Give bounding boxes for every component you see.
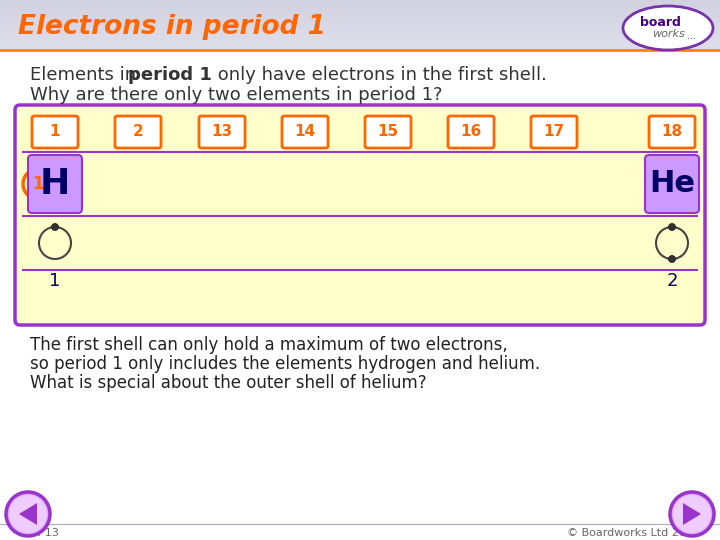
Polygon shape [19,503,37,525]
Bar [0,3,720,4]
Text: 2: 2 [666,272,678,290]
Text: He: He [649,170,695,199]
Text: 17: 17 [544,125,564,139]
FancyBboxPatch shape [645,155,699,213]
Bar [0,19,720,20]
FancyBboxPatch shape [199,116,245,148]
Bar [0,29,720,30]
Bar [0,44,720,45]
Circle shape [52,224,58,231]
Bar [0,36,720,37]
Circle shape [668,224,675,231]
Text: H: H [40,167,70,201]
Ellipse shape [623,6,713,50]
Bar [0,23,720,24]
Bar [0,27,720,28]
Text: 16: 16 [460,125,482,139]
Bar [0,38,720,39]
Bar [0,33,720,34]
FancyBboxPatch shape [15,105,705,325]
Bar [0,9,720,10]
Bar [0,4,720,5]
Bar [0,0,720,1]
Bar [0,30,720,31]
Text: 4 of 13: 4 of 13 [20,528,59,538]
Bar [0,8,720,9]
FancyBboxPatch shape [28,155,82,213]
Bar [0,15,720,16]
Bar [0,40,720,41]
Text: period 1: period 1 [128,66,212,84]
Bar [0,5,720,6]
FancyBboxPatch shape [115,116,161,148]
Text: so period 1 only includes the elements hydrogen and helium.: so period 1 only includes the elements h… [30,355,540,373]
Text: Electrons in period 1: Electrons in period 1 [18,14,326,40]
Circle shape [668,255,675,262]
Bar [0,14,720,15]
Circle shape [9,495,47,533]
Bar [0,43,720,44]
Text: The first shell can only hold a maximum of two electrons,: The first shell can only hold a maximum … [30,336,508,354]
Bar [0,25,720,26]
Text: 18: 18 [662,125,683,139]
Bar [0,10,720,11]
Text: 1: 1 [50,125,60,139]
FancyBboxPatch shape [448,116,494,148]
FancyBboxPatch shape [531,116,577,148]
Bar [0,42,720,43]
Bar [0,7,720,8]
Bar [0,48,720,49]
Bar [0,11,720,12]
FancyBboxPatch shape [32,116,78,148]
Bar [0,26,720,27]
FancyBboxPatch shape [365,116,411,148]
Text: 2: 2 [132,125,143,139]
Bar [0,1,720,2]
Bar [0,13,720,14]
Text: only have electrons in the first shell.: only have electrons in the first shell. [212,66,547,84]
Text: 1: 1 [32,175,44,193]
Bar [0,35,720,36]
Bar [0,6,720,7]
Text: 14: 14 [294,125,315,139]
Bar [0,47,720,48]
Text: What is special about the outer shell of helium?: What is special about the outer shell of… [30,374,427,392]
Text: 1: 1 [49,272,60,290]
FancyBboxPatch shape [649,116,695,148]
Circle shape [6,492,50,536]
Text: © Boardworks Ltd 2009: © Boardworks Ltd 2009 [567,528,700,538]
Bar [0,41,720,42]
Text: 15: 15 [377,125,399,139]
Bar [0,31,720,32]
Bar [0,28,720,29]
Bar [0,22,720,23]
Bar [0,18,720,19]
Text: works: works [652,29,685,39]
FancyBboxPatch shape [282,116,328,148]
Bar [0,34,720,35]
Bar [0,32,720,33]
Circle shape [670,492,714,536]
Bar [0,16,720,17]
Polygon shape [683,503,701,525]
Text: Why are there only two elements in period 1?: Why are there only two elements in perio… [30,86,443,104]
Bar [0,49,720,50]
Bar [0,17,720,18]
Bar [0,46,720,47]
Bar [0,2,720,3]
Bar [0,45,720,46]
Circle shape [673,495,711,533]
Text: ...: ... [688,31,696,41]
Circle shape [23,169,53,199]
Bar [0,24,720,25]
Bar [0,12,720,13]
Bar [0,20,720,21]
Bar [0,37,720,38]
Bar [0,39,720,40]
Text: Elements in: Elements in [30,66,142,84]
Text: 13: 13 [212,125,233,139]
Text: board: board [639,16,680,29]
Bar [0,21,720,22]
